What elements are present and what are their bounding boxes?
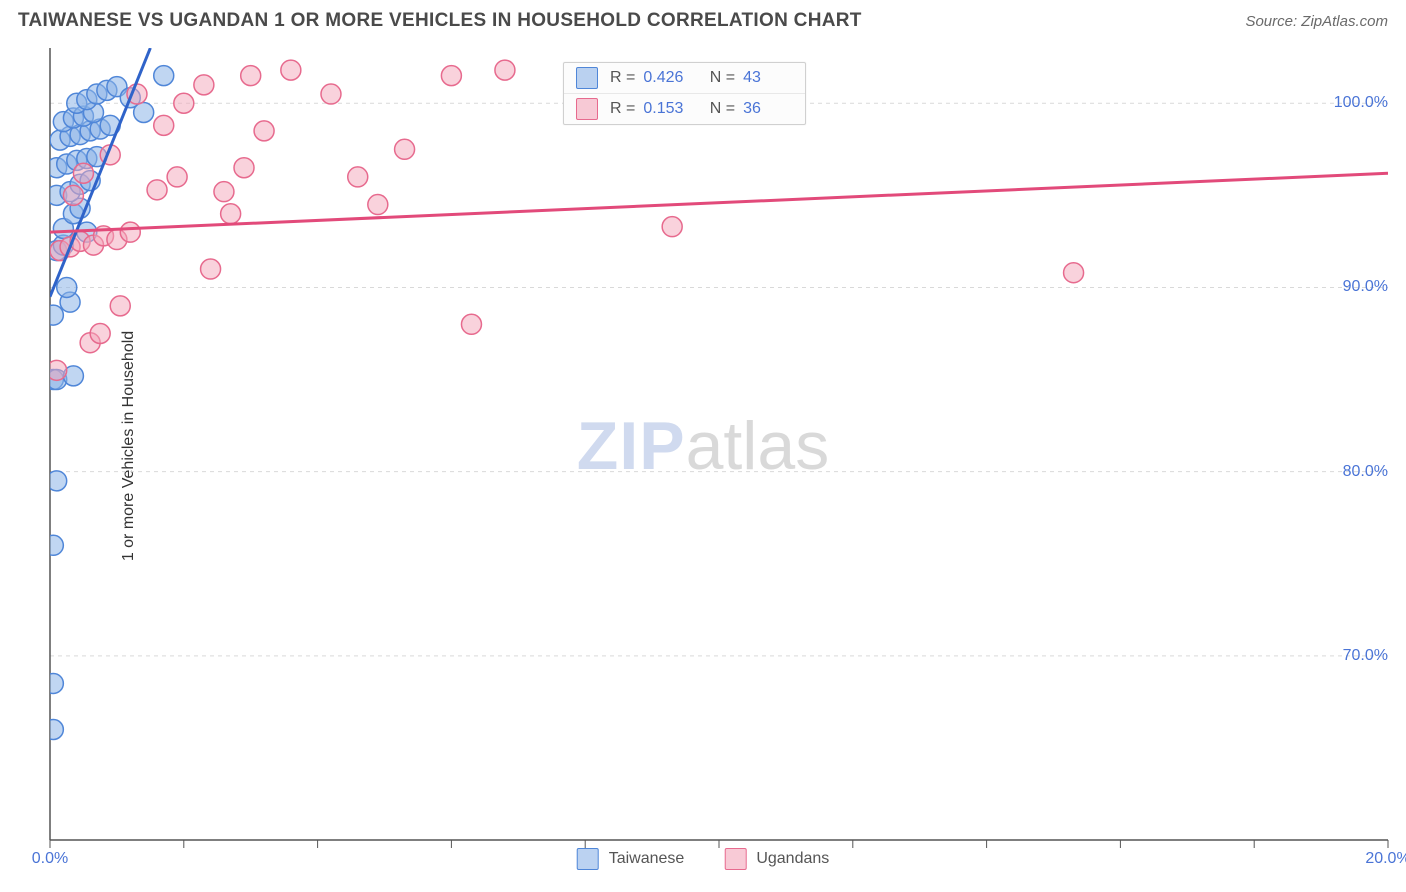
legend-item-ugandans: Ugandans — [724, 848, 829, 870]
stat-r-label: R = — [610, 69, 635, 87]
x-tick-label: 20.0% — [1365, 850, 1406, 868]
stats-row-ugandans: R = 0.153 N = 36 — [564, 94, 805, 124]
swatch-ugandans — [576, 98, 598, 120]
y-tick-label: 90.0% — [1343, 278, 1388, 296]
stat-r-value-0: 0.426 — [643, 69, 693, 87]
y-tick-label: 80.0% — [1343, 463, 1388, 481]
stat-n-label: N = — [705, 69, 735, 87]
stat-n-value-0: 43 — [743, 69, 793, 87]
legend-label-ugandans: Ugandans — [756, 850, 829, 868]
legend-swatch-taiwanese — [577, 848, 599, 870]
stat-n-value-1: 36 — [743, 100, 793, 118]
stat-n-label: N = — [705, 100, 735, 118]
legend-item-taiwanese: Taiwanese — [577, 848, 685, 870]
y-tick-label: 70.0% — [1343, 647, 1388, 665]
stat-r-value-1: 0.153 — [643, 100, 693, 118]
legend-label-taiwanese: Taiwanese — [609, 850, 685, 868]
y-tick-label: 100.0% — [1334, 94, 1388, 112]
chart-container: TAIWANESE VS UGANDAN 1 OR MORE VEHICLES … — [0, 0, 1406, 892]
swatch-taiwanese — [576, 67, 598, 89]
stat-r-label: R = — [610, 100, 635, 118]
x-tick-label: 0.0% — [32, 850, 68, 868]
stats-row-taiwanese: R = 0.426 N = 43 — [564, 63, 805, 94]
bottom-legend: Taiwanese Ugandans — [577, 848, 830, 870]
stats-legend-box: R = 0.426 N = 43 R = 0.153 N = 36 — [563, 62, 806, 125]
scatter-chart — [0, 0, 1406, 892]
legend-swatch-ugandans — [724, 848, 746, 870]
